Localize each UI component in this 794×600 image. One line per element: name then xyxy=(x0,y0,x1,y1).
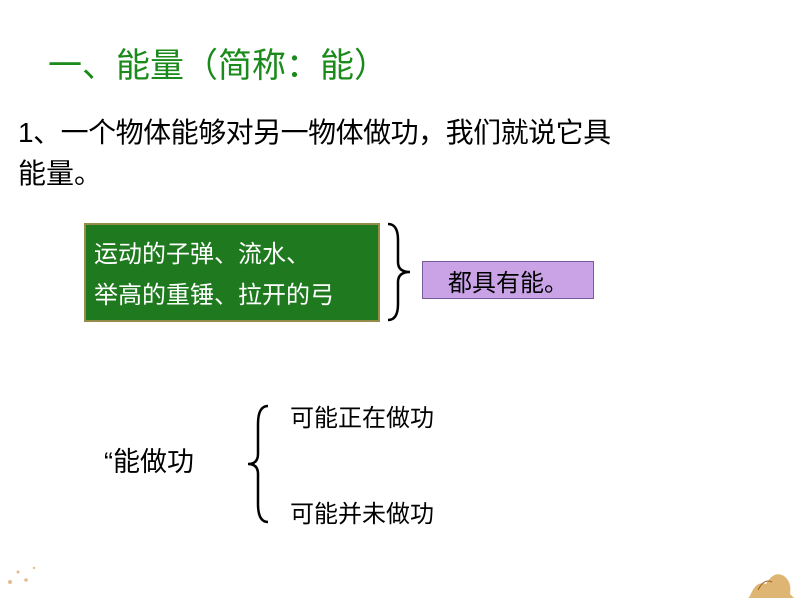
result-text: 都具有能。 xyxy=(448,263,568,298)
decorative-corner-icon xyxy=(744,560,794,600)
option-b-text: 可能并未做功 xyxy=(290,494,434,529)
brace-icon xyxy=(384,220,414,324)
definition-line-2: 能量。 xyxy=(18,152,102,192)
section-title: 一、能量（简称：能） xyxy=(48,38,388,87)
ability-label: “能做功 xyxy=(104,440,194,479)
result-box: 都具有能。 xyxy=(422,261,594,299)
brace-icon xyxy=(246,400,272,528)
decorative-dots-icon xyxy=(4,560,44,590)
examples-line-2: 举高的重锤、拉开的弓 xyxy=(94,276,370,317)
option-a-text: 可能正在做功 xyxy=(290,398,434,433)
examples-line-1: 运动的子弹、流水、 xyxy=(94,235,370,276)
definition-line-1: 1、一个物体能够对另一物体做功，我们就说它具 xyxy=(18,114,611,152)
examples-box: 运动的子弹、流水、 举高的重锤、拉开的弓 xyxy=(84,223,380,322)
